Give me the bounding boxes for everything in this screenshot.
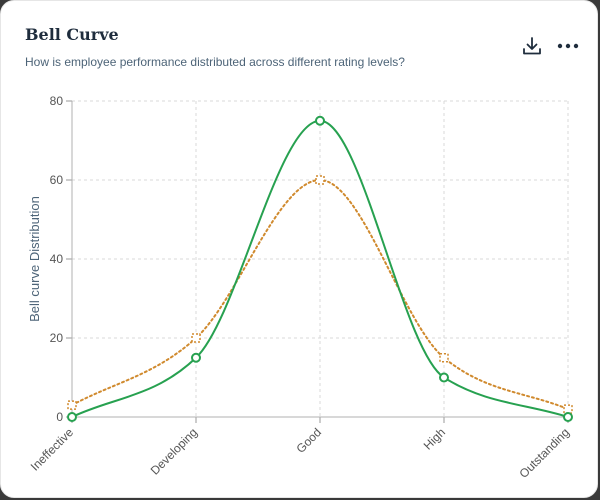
more-options-button[interactable] <box>557 35 579 57</box>
data-point-solid <box>439 372 449 383</box>
x-tick-label: Good <box>293 425 324 456</box>
download-icon <box>523 37 541 55</box>
data-point-dotted <box>315 175 325 185</box>
chart-subtitle: How is employee performance distributed … <box>25 55 405 69</box>
data-point-solid <box>191 352 201 363</box>
data-point-dotted <box>563 404 573 414</box>
x-tick-label: High <box>421 425 448 452</box>
data-point-solid <box>67 412 77 422</box>
more-options-icon <box>557 43 579 49</box>
download-button[interactable] <box>521 35 543 57</box>
y-tick-label: 80 <box>50 94 64 108</box>
data-point-solid <box>315 115 325 126</box>
x-tick-label: Developing <box>148 425 200 477</box>
chart-title: Bell Curve <box>25 25 119 44</box>
y-tick-label: 20 <box>50 331 64 345</box>
y-tick-label: 0 <box>56 410 63 424</box>
y-tick-label: 60 <box>50 173 64 187</box>
chart-toolbar <box>521 35 579 57</box>
y-axis-label: Bell curve Distribution <box>27 196 42 322</box>
data-point-dotted <box>67 400 77 410</box>
data-point-solid <box>563 412 573 422</box>
x-tick-label: Ineffective <box>28 425 77 474</box>
data-point-dotted <box>439 353 449 363</box>
x-tick-label: Outstanding <box>516 425 572 481</box>
y-tick-label: 40 <box>50 252 64 266</box>
data-point-dotted <box>191 333 201 343</box>
